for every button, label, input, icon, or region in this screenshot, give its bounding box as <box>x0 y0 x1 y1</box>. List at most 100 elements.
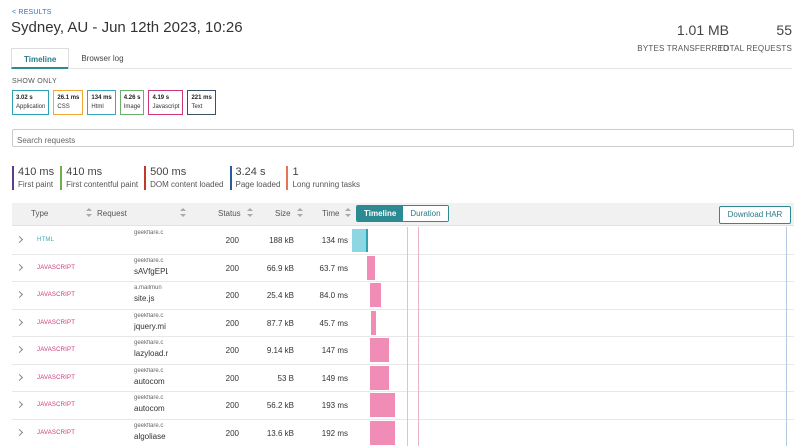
download-har-button[interactable]: Download HAR <box>719 206 791 224</box>
metric-value: 3.24 s <box>235 166 266 178</box>
search-box <box>12 129 794 149</box>
filter-chip-label: CSS <box>57 104 70 110</box>
requests-table-header: Type Request Status Size Time Timeline D… <box>12 203 794 226</box>
row-file: sAVfgEPL <box>134 266 168 276</box>
table-row[interactable]: HTML geekflare.c 200 188 kB 134 ms <box>12 227 794 255</box>
sort-size-icon[interactable] <box>297 208 303 220</box>
search-requests-input[interactable] <box>13 132 793 149</box>
metric-first-paint: 410 ms First paint <box>12 166 54 190</box>
row-host: geekflare.c <box>134 312 164 319</box>
metric-label: First contentful paint <box>66 180 139 189</box>
row-size: 66.9 kB <box>266 263 294 273</box>
row-time: 45.7 ms <box>319 318 348 328</box>
row-size: 9.14 kB <box>266 346 294 355</box>
row-file: jquery.mi <box>134 321 166 331</box>
row-status: 200 <box>225 401 239 410</box>
filter-chip-application[interactable]: 3.02 s Application <box>12 90 50 115</box>
sort-time-icon[interactable] <box>345 208 351 220</box>
table-row[interactable]: JAVASCRIPT geekflare.c lazyload.r 200 9.… <box>12 337 794 365</box>
filter-chip-value: 221 ms <box>191 95 212 101</box>
column-request[interactable]: Request <box>97 209 127 218</box>
row-type: JAVASCRIPT <box>37 374 76 381</box>
table-row[interactable]: JAVASCRIPT geekflare.c autocom 200 53 B … <box>12 365 794 392</box>
expand-chevron-icon[interactable] <box>15 263 24 271</box>
tab-browser-log[interactable]: Browser log <box>81 54 124 63</box>
row-size: 53 B <box>277 373 294 383</box>
filter-chip-value: 134 ms <box>91 95 112 101</box>
metric-value: 410 ms <box>18 166 55 178</box>
filter-chips: 3.02 s Application 26.1 ms CSS 134 ms Html … <box>12 90 216 115</box>
row-host: geekflare.c <box>134 422 164 429</box>
table-row[interactable]: JAVASCRIPT geekflare.c algoliase 200 13.… <box>12 420 794 446</box>
toggle-duration-button[interactable]: Duration <box>403 206 448 221</box>
expand-chevron-icon[interactable] <box>15 400 24 409</box>
column-time[interactable]: Time <box>322 209 340 218</box>
total-requests-label: TOTAL REQUESTS <box>718 44 792 53</box>
expand-chevron-icon[interactable] <box>15 235 24 244</box>
row-status: 200 <box>225 236 239 245</box>
row-host: geekflare.c <box>134 395 164 401</box>
expand-chevron-icon[interactable] <box>15 373 24 381</box>
expand-chevron-icon[interactable] <box>15 290 24 299</box>
view-toggle: Timeline Duration <box>356 205 449 222</box>
row-time: 134 ms <box>321 236 348 245</box>
sort-request-icon[interactable] <box>180 208 186 220</box>
table-row[interactable]: JAVASCRIPT a.mailmun site.js 200 25.4 kB… <box>12 282 794 310</box>
row-type: JAVASCRIPT <box>37 347 76 353</box>
row-host: a.mailmun <box>134 285 162 291</box>
filter-chip-image[interactable]: 4.26 s Image <box>119 90 145 115</box>
filter-chip-value: 3.02 s <box>16 95 33 101</box>
row-file: algoliase <box>134 431 166 441</box>
page-metrics: 410 ms First paint 410 ms First contentful… <box>12 166 360 190</box>
back-to-results-link[interactable]: < RESULTS <box>12 9 52 16</box>
filter-chip-html[interactable]: 134 ms Html <box>87 90 116 115</box>
filter-chip-javascript[interactable]: 4.19 s Javascript <box>148 90 184 115</box>
filter-chip-text[interactable]: 221 ms Text <box>187 90 216 115</box>
expand-chevron-icon[interactable] <box>15 318 24 326</box>
sort-type-icon[interactable] <box>86 208 92 220</box>
total-requests-stat: 55 TOTAL REQUESTS <box>718 22 792 53</box>
expand-chevron-icon[interactable] <box>15 428 24 436</box>
bytes-transferred-label: BYTES TRANSFERRED <box>637 44 729 53</box>
sort-status-icon[interactable] <box>247 208 253 220</box>
table-row[interactable]: JAVASCRIPT geekflare.c sAVfgEPL 200 66.9… <box>12 255 794 282</box>
requests-table-body: HTML geekflare.c 200 188 kB 134 ms JAVAS… <box>12 227 794 446</box>
row-file: autocom <box>134 376 165 386</box>
tab-timeline[interactable]: Timeline <box>11 48 70 69</box>
column-size[interactable]: Size <box>275 209 291 218</box>
metric-dom-content-loaded: 500 ms DOM content loaded <box>144 166 224 190</box>
table-row[interactable]: JAVASCRIPT geekflare.c autocom 200 56.2 … <box>12 392 794 420</box>
row-time: 192 ms <box>321 428 348 438</box>
row-type: HTML <box>37 237 55 243</box>
view-tabs: Timeline Browser log <box>11 48 136 69</box>
expand-chevron-icon[interactable] <box>15 345 24 354</box>
row-file: site.js <box>134 294 155 303</box>
filter-chip-label: Html <box>91 104 104 110</box>
metric-value: 500 ms <box>150 166 187 178</box>
filter-chip-css[interactable]: 26.1 ms CSS <box>53 90 84 115</box>
filter-chip-label: Text <box>191 104 203 110</box>
table-row[interactable]: JAVASCRIPT geekflare.c jquery.mi 200 87.… <box>12 310 794 337</box>
row-type: JAVASCRIPT <box>37 429 76 436</box>
metric-label: Long running tasks <box>292 180 361 189</box>
metric-first-contentful-paint: 410 ms First contentful paint <box>60 166 138 190</box>
metric-value: 1 <box>292 166 299 178</box>
metric-label: Page loaded <box>235 180 281 189</box>
row-type: JAVASCRIPT <box>37 402 76 408</box>
row-time: 193 ms <box>321 401 348 410</box>
row-status: 200 <box>225 318 239 328</box>
metric-value: 410 ms <box>66 166 103 178</box>
toggle-timeline-button[interactable]: Timeline <box>357 206 404 221</box>
row-size: 188 kB <box>269 236 294 245</box>
filter-chip-value: 26.1 ms <box>57 95 80 101</box>
row-file: autocom <box>134 404 165 413</box>
row-status: 200 <box>225 428 239 438</box>
row-size: 25.4 kB <box>266 291 294 300</box>
filter-chip-label: Application <box>16 104 46 110</box>
page-title: Sydney, AU - Jun 12th 2023, 10:26 <box>11 19 243 36</box>
filter-chip-label: Image <box>123 104 141 110</box>
column-status[interactable]: Status <box>218 209 241 218</box>
row-size: 13.6 kB <box>266 428 294 438</box>
column-type[interactable]: Type <box>31 209 49 218</box>
row-status: 200 <box>225 373 239 383</box>
